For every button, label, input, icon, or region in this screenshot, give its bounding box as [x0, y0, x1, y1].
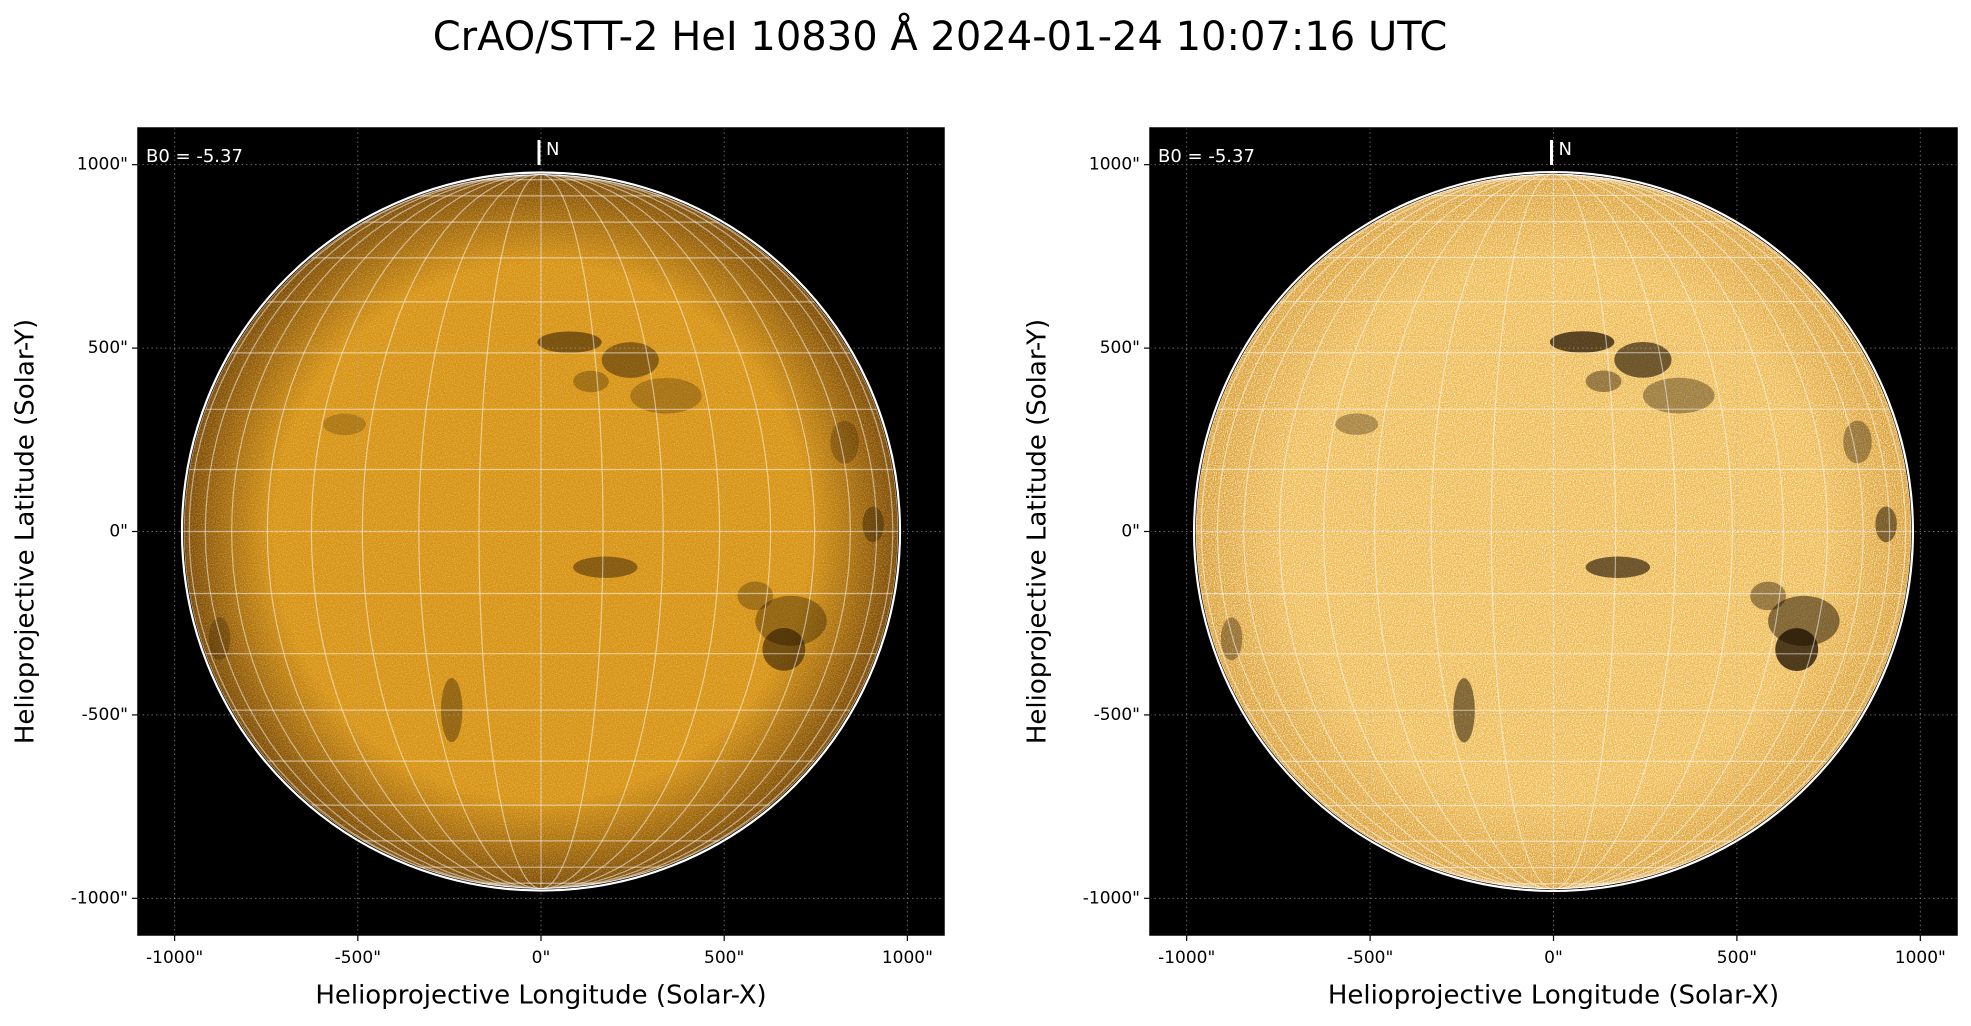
- x-tick-label: 500": [1717, 948, 1757, 968]
- dark-feature: [1614, 341, 1672, 378]
- dark-feature: [830, 420, 859, 464]
- dark-feature: [630, 377, 702, 414]
- x-tick-label: 0": [1544, 948, 1563, 968]
- north-label: N: [1559, 139, 1572, 160]
- x-axis-label: Helioprojective Longitude (Solar-X): [1328, 981, 1779, 1011]
- x-tick-label: 500": [704, 948, 744, 968]
- dark-feature: [1335, 413, 1379, 435]
- dark-feature: [737, 581, 774, 611]
- dark-feature: [1585, 556, 1651, 578]
- x-tick-label: 0": [532, 948, 551, 968]
- dark-feature: [573, 556, 638, 578]
- figure-title: CrAO/STT-2 HeI 10830 Å 2024-01-24 10:07:…: [433, 12, 1448, 60]
- y-tick-label: 500": [88, 338, 128, 358]
- x-tick-label: 1000": [882, 948, 933, 968]
- dark-feature: [1549, 331, 1615, 353]
- y-axis-label: Helioprojective Latitude (Solar-Y): [11, 319, 41, 744]
- axes-frame: [137, 127, 945, 936]
- y-tick-label: 1000": [1089, 155, 1140, 175]
- dark-feature: [1585, 370, 1622, 393]
- dark-feature: [1775, 628, 1819, 671]
- y-axis-label: Helioprojective Latitude (Solar-Y): [1023, 319, 1053, 744]
- axes-frame: [1149, 127, 1958, 936]
- dark-feature: [537, 331, 602, 353]
- y-tick-label: -1000": [71, 888, 128, 908]
- disk-texture: [183, 174, 899, 889]
- dark-feature: [762, 627, 806, 671]
- dark-feature: [573, 370, 609, 393]
- annotation: B0 = -5.37: [1158, 146, 1255, 167]
- y-tick-label: 0": [109, 522, 128, 542]
- x-tick-label: -1000": [146, 948, 203, 968]
- y-tick-label: -500": [82, 705, 128, 725]
- y-tick-label: 1000": [77, 155, 128, 175]
- axes: [1150, 128, 1957, 935]
- north-label: N: [546, 139, 559, 160]
- dark-feature: [1875, 506, 1897, 543]
- dark-feature: [1843, 420, 1872, 464]
- disk-texture: [1195, 173, 1912, 890]
- dark-feature: [323, 413, 366, 436]
- dark-feature: [862, 506, 884, 543]
- x-axis-label: Helioprojective Longitude (Solar-X): [315, 981, 766, 1011]
- x-tick-label: -1000": [1158, 948, 1215, 968]
- x-tick-label: -500": [335, 948, 381, 968]
- x-tick-label: -500": [1347, 948, 1393, 968]
- y-tick-label: 0": [1121, 522, 1140, 542]
- y-tick-label: 500": [1100, 338, 1140, 358]
- limb: [1192, 170, 1915, 893]
- dark-feature: [1750, 581, 1786, 611]
- dark-feature: [1642, 377, 1715, 414]
- y-tick-label: -1000": [1083, 888, 1140, 908]
- dark-feature: [601, 342, 659, 378]
- annotation: B0 = -5.37: [146, 146, 243, 167]
- x-tick-label: 1000": [1895, 948, 1946, 968]
- y-tick-label: -500": [1094, 705, 1140, 725]
